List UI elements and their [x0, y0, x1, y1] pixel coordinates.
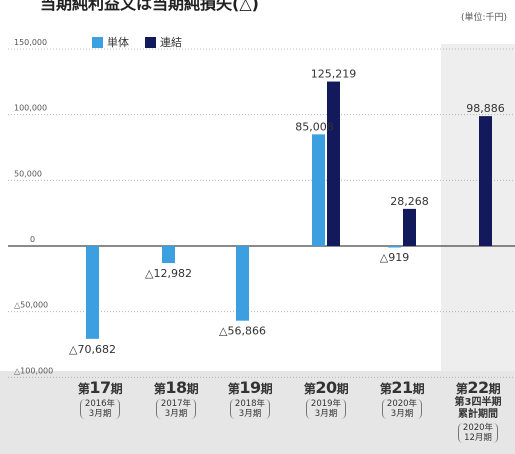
bar-single	[86, 246, 99, 339]
bar-consolidated	[403, 208, 416, 246]
chart-title: 当期純利益又は当期純損失(△)	[40, 0, 259, 13]
highlight-column	[441, 44, 515, 371]
data-label: 98,886	[466, 102, 505, 115]
legend-swatch-single	[92, 36, 103, 48]
data-label: △919	[380, 251, 409, 264]
unit-label: (単位:千円)	[460, 13, 507, 23]
category-label: 第17期 2016年 3月期	[65, 378, 135, 420]
category-axis-background	[0, 371, 515, 454]
category-label: 第18期 2017年 3月期	[141, 378, 211, 420]
category-date: 2016年 3月期	[79, 399, 121, 419]
data-label: 28,268	[390, 195, 429, 208]
data-label: △70,682	[69, 343, 116, 356]
category-label: 第21期 2020年 3月期	[367, 378, 437, 420]
y-tick-labels: 150,000 100,000 50,000 0 △50,000 △100,000	[14, 38, 53, 375]
category-period: 第22期	[455, 378, 501, 397]
y-tick-label: 150,000	[14, 38, 47, 47]
bar-single	[312, 134, 325, 246]
category-date: 2020年 12月期	[457, 423, 499, 443]
legend: 単体 連結	[92, 34, 182, 50]
data-label: △12,982	[145, 267, 192, 280]
data-labels: △70,682 △12,982 △56,866 85,008 △919 125,219 28…	[69, 68, 505, 356]
legend-item-consolidated: 連結	[145, 34, 182, 50]
y-tick-label: △100,000	[14, 366, 53, 375]
data-label: 125,219	[311, 68, 357, 81]
category-period: 第21期	[379, 378, 425, 397]
y-tick-label: △50,000	[14, 301, 48, 310]
category-extra: 第3四半期 累計期間	[454, 397, 502, 420]
bar-consolidated	[479, 116, 492, 246]
bar-single	[236, 246, 249, 321]
data-label: 85,008	[295, 120, 334, 133]
category-date: 2017年 3月期	[155, 399, 197, 419]
y-tick-label: 100,000	[14, 104, 47, 113]
category-label: 第20期 2019年 3月期	[291, 378, 361, 420]
data-label: △56,866	[219, 325, 266, 338]
category-label: 第22期 第3四半期 累計期間 2020年 12月期	[443, 378, 513, 444]
legend-swatch-consolidated	[145, 36, 156, 48]
category-date: 2019年 3月期	[305, 399, 347, 419]
bar-consolidated	[327, 81, 340, 246]
y-tick-label: 0	[30, 235, 35, 244]
legend-label-consolidated: 連結	[160, 36, 182, 49]
category-date: 2020年 3月期	[381, 399, 423, 419]
legend-item-single: 単体	[92, 34, 129, 50]
category-period: 第17期	[77, 378, 123, 397]
bar-single	[388, 246, 401, 248]
y-tick-label: 50,000	[14, 169, 42, 178]
category-period: 第19期	[227, 378, 273, 397]
category-date: 2018年 3月期	[229, 399, 271, 419]
category-label: 第19期 2018年 3月期	[215, 378, 285, 420]
legend-label-single: 単体	[107, 36, 129, 49]
bar-single	[162, 246, 175, 264]
category-period: 第18期	[153, 378, 199, 397]
bars	[86, 81, 492, 339]
category-period: 第20期	[303, 378, 349, 397]
